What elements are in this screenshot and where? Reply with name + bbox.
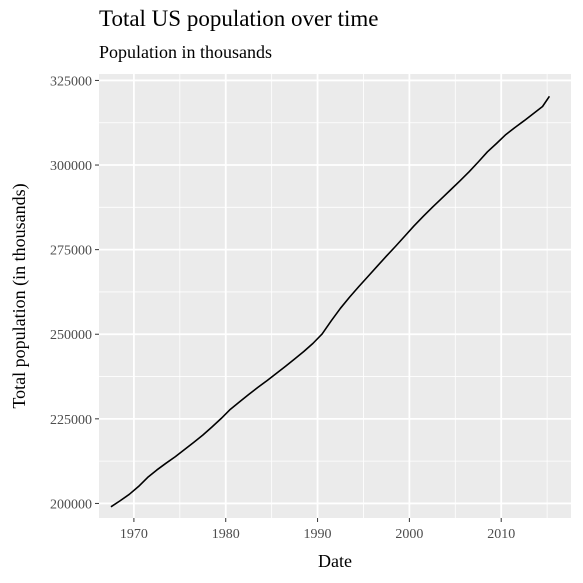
x-tick-label: 1980 — [212, 527, 240, 542]
x-axis: 1970 1980 1990 2000 2010 — [120, 518, 515, 542]
y-tick-label: 200000 — [50, 497, 92, 512]
y-tick-label: 325000 — [50, 74, 92, 89]
x-tick-label: 1990 — [304, 527, 332, 542]
chart-subtitle: Population in thousands — [99, 42, 273, 62]
y-tick-label: 300000 — [50, 159, 92, 174]
x-tick-label: 1970 — [120, 527, 148, 542]
y-axis-label: Total population (in thousands) — [9, 183, 30, 408]
y-axis: 200000 225000 250000 275000 300000 325000 — [50, 74, 99, 512]
grid-minor — [99, 74, 571, 518]
grid-major — [99, 74, 571, 518]
x-tick-label: 2000 — [395, 527, 423, 542]
x-tick-label: 2010 — [487, 527, 515, 542]
series-line — [110, 95, 551, 508]
y-tick-label: 225000 — [50, 413, 92, 428]
y-tick-label: 275000 — [50, 244, 92, 259]
y-tick-label: 250000 — [50, 328, 92, 343]
x-axis-label: Date — [318, 551, 352, 571]
chart-title: Total US population over time — [99, 6, 379, 31]
